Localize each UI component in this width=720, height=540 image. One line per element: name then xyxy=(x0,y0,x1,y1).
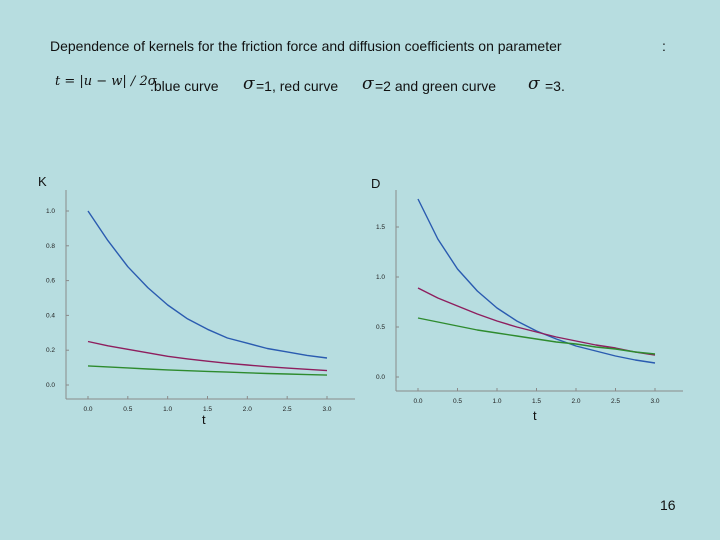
x-tick-label: 1.0 xyxy=(163,406,172,413)
k-axis-label: K xyxy=(38,174,47,189)
x-tick-label: 0.5 xyxy=(123,406,132,413)
y-tick-label: 1.0 xyxy=(46,208,55,215)
x-tick-label: 3.0 xyxy=(650,398,659,405)
legend-green-text: =2 and green curve xyxy=(375,78,497,94)
chart-d-panel: D 0.0 0.5 1.0 1.5 0.0 0.5 1.0 1.5 2.0 2.5 3.0 t xyxy=(365,170,695,435)
x-tick-label: 1.5 xyxy=(203,406,212,413)
blue-curve xyxy=(87,210,328,359)
blue-curve xyxy=(417,198,656,364)
red-curve xyxy=(417,287,656,356)
title-colon: : xyxy=(662,38,666,54)
x-tick-label: 0.5 xyxy=(453,398,462,405)
x-tick-label: 1.0 xyxy=(492,398,501,405)
x-tick-label: 1.5 xyxy=(532,398,541,405)
t-formula: t = |u − w| / 2σ xyxy=(55,74,157,89)
chart-d: 0.0 0.5 1.0 1.5 0.0 0.5 1.0 1.5 2.0 2.5 3.0 xyxy=(376,190,683,405)
x-tick-label: 2.0 xyxy=(571,398,580,405)
x-tick-label: 3.0 xyxy=(322,406,331,413)
y-tick-label: 0.5 xyxy=(376,324,385,331)
y-tick-label: 0.6 xyxy=(46,278,55,285)
x-tick-label: 2.0 xyxy=(243,406,252,413)
d-x-axis-label: t xyxy=(533,408,537,423)
slide-title: Dependence of kernels for the friction f… xyxy=(50,38,562,54)
legend-end-text: =3. xyxy=(545,78,565,94)
x-tick-label: 2.5 xyxy=(283,406,292,413)
d-axis-label: D xyxy=(371,176,381,191)
legend-red-text: =1, red curve xyxy=(256,78,339,94)
y-tick-label: 1.5 xyxy=(376,224,385,231)
y-tick-label: 0.2 xyxy=(46,347,55,354)
sigma-symbol-2: σ xyxy=(362,74,374,94)
y-tick-label: 0.0 xyxy=(376,374,385,381)
page-number: 16 xyxy=(660,497,676,513)
green-curve xyxy=(87,365,328,376)
chart-k-panel: K 0.0 0.2 0.4 0.6 0.8 1.0 0.0 0.5 1.0 1.5 2.0 2.5 3.… xyxy=(30,170,360,435)
y-tick-label: 0.0 xyxy=(46,382,55,389)
y-tick-label: 1.0 xyxy=(376,274,385,281)
y-tick-label: 0.8 xyxy=(46,243,55,250)
chart-k: 0.0 0.2 0.4 0.6 0.8 1.0 0.0 0.5 1.0 1.5 2.0 2.5 3.0 xyxy=(46,190,355,413)
x-tick-label: 0.0 xyxy=(83,406,92,413)
legend-blue-text: :blue curve xyxy=(150,78,219,94)
x-tick-label: 0.0 xyxy=(413,398,422,405)
sigma-symbol-3: σ xyxy=(528,74,540,94)
x-tick-label: 2.5 xyxy=(611,398,620,405)
y-tick-label: 0.4 xyxy=(46,312,55,319)
k-x-axis-label: t xyxy=(202,412,206,427)
sigma-symbol-1: σ xyxy=(243,74,255,94)
green-curve xyxy=(417,317,656,355)
red-curve xyxy=(87,340,328,372)
